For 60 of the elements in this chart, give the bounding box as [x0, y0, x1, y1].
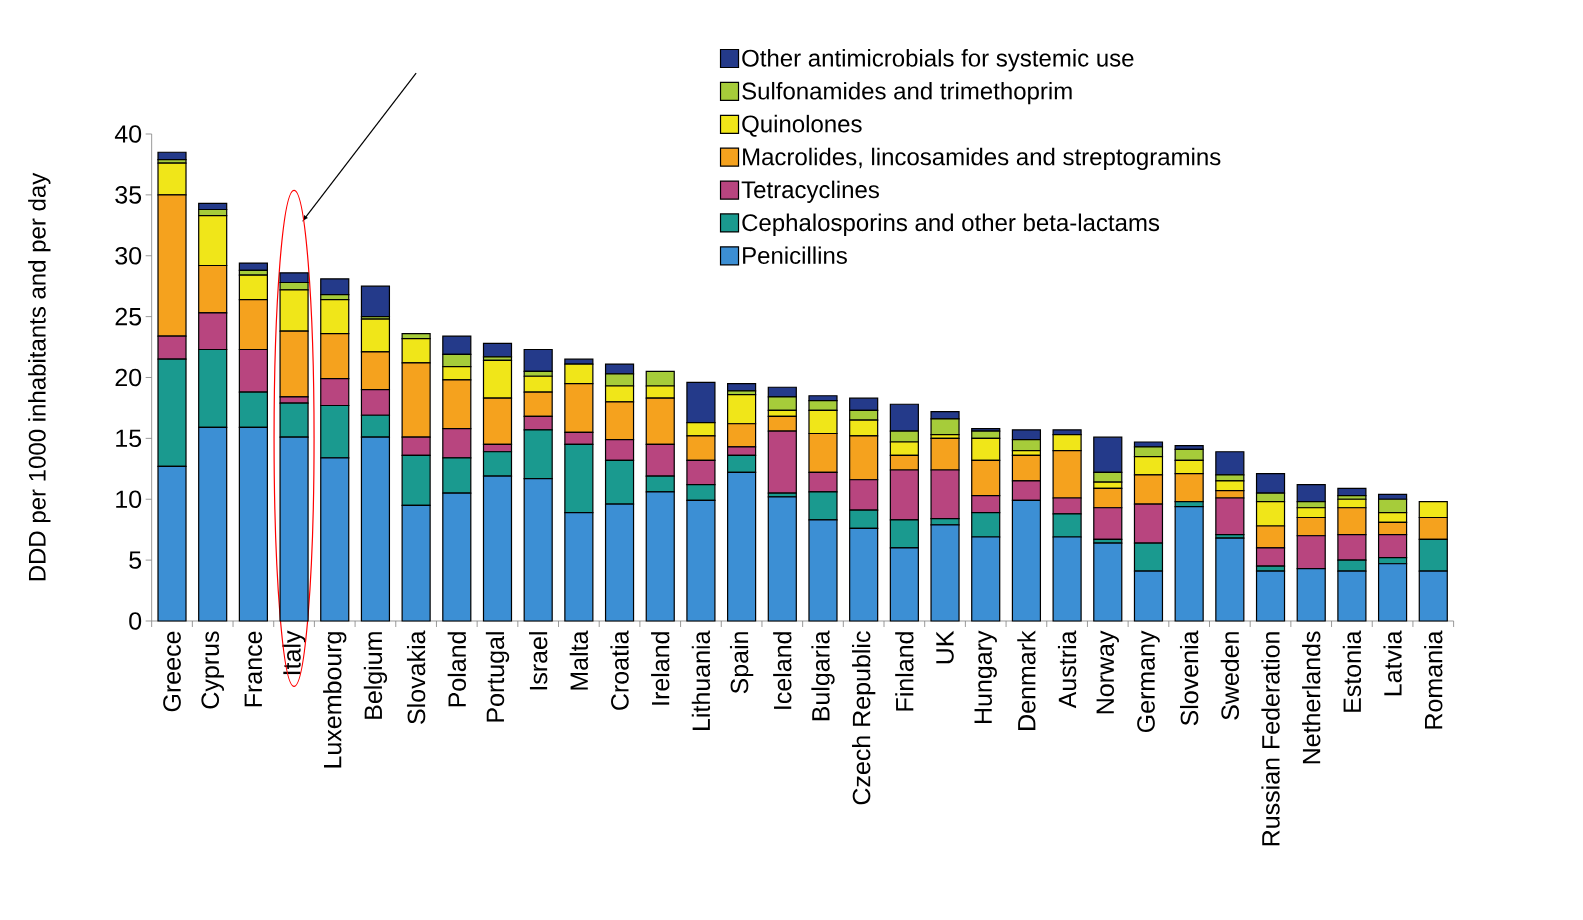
x-tick-label: Cyprus	[201, 631, 225, 709]
legend-label: Other antimicrobials for systemic use	[742, 49, 1134, 72]
x-tick-label: Croatia	[610, 630, 629, 710]
x-tick-label: Italy	[282, 630, 306, 675]
x-tick-label: Estonia	[1342, 630, 1362, 712]
x-tick-label: Norway	[1096, 630, 1119, 714]
x-tick-label: Lithuania	[691, 630, 711, 730]
x-tick-label: Germany	[1137, 630, 1160, 733]
x-tick-label: Luxembourg	[323, 632, 347, 768]
bar	[320, 278, 350, 296]
x-tick-label: Hungary	[974, 630, 997, 723]
x-tick-label: Slovakia	[406, 630, 426, 724]
bar	[767, 496, 797, 622]
y-tick-label: 25	[115, 307, 142, 326]
y-tick-label: 35	[115, 186, 142, 204]
bar	[238, 262, 268, 271]
x-tick-label: Denmark	[1017, 630, 1036, 730]
x-tick-label: Bulgaria	[811, 630, 835, 721]
y-tick-label: 40	[114, 125, 142, 143]
legend-label: Quinolones	[742, 114, 862, 137]
x-tick-label: Finland	[895, 632, 914, 711]
legend-label: Cephalosporins and other beta-lactams	[742, 213, 1160, 236]
legend-label: Macrolides, lincosamides and streptogramins	[743, 147, 1221, 171]
x-tick-label: Greece	[163, 631, 181, 712]
x-tick-label: Slovenia	[1179, 630, 1199, 726]
y-tick-label: 30	[115, 246, 142, 265]
x-tick-label: Latvia	[1383, 630, 1402, 696]
x-tick-label: Israel	[529, 632, 548, 690]
y-tick-label: 0	[129, 612, 142, 630]
y-tick-label: 10	[116, 490, 142, 509]
legend-label: Tetracyclines	[741, 180, 879, 204]
x-tick-label: Belgium	[363, 632, 388, 719]
bar	[1215, 451, 1245, 476]
bar	[360, 285, 391, 318]
y-tick-label: 15	[116, 429, 142, 448]
x-tick-label: Sweden	[1220, 632, 1240, 720]
bar	[1215, 537, 1245, 622]
x-tick-label: France	[244, 631, 263, 707]
y-axis-title: DDD per 1000 inhabitants and per day	[28, 172, 51, 581]
x-tick-label: Iceland	[773, 632, 792, 709]
bar	[1174, 505, 1204, 622]
y-tick-label: 5	[129, 551, 142, 569]
y-tick-label: 20	[115, 368, 142, 387]
x-tick-label: Russian Federation	[1261, 632, 1280, 846]
x-tick-label: Spain	[729, 632, 754, 694]
legend-label: Sulfonamides and trimethoprim	[742, 81, 1072, 105]
x-tick-label: Poland	[447, 632, 466, 707]
x-tick-label: Czech Republic	[852, 631, 876, 805]
x-tick-label: Austria	[1057, 630, 1077, 709]
x-tick-label: Malta	[569, 630, 589, 690]
legend-label: Penicillins	[743, 246, 847, 265]
bar	[1296, 484, 1326, 503]
x-tick-label: Portugal	[485, 632, 510, 722]
x-tick-label: Netherlands	[1302, 631, 1321, 764]
bar	[1093, 542, 1123, 622]
x-tick-label: UK	[936, 630, 954, 664]
x-tick-label: Ireland	[651, 632, 670, 705]
x-tick-label: Romania	[1424, 630, 1443, 729]
bar	[1255, 570, 1286, 622]
bar	[523, 348, 553, 372]
